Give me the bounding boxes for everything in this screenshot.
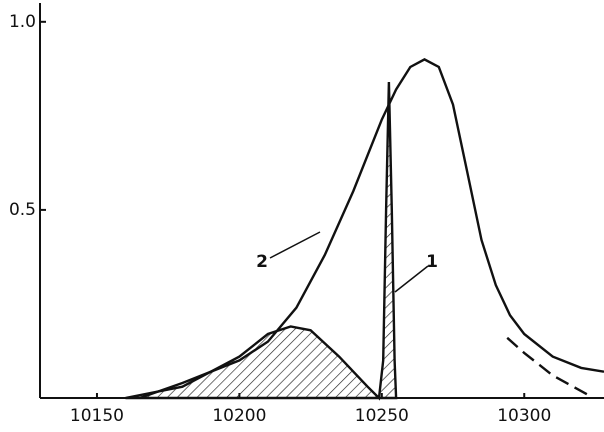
annotation: 1 xyxy=(426,252,438,272)
y-tick-label: 1.0 xyxy=(9,12,36,32)
series-line xyxy=(139,58,604,400)
series-line xyxy=(125,81,398,401)
annotation: 2 xyxy=(256,252,268,272)
x-tick-label: 10250 xyxy=(355,406,409,426)
x-tick-label: 10200 xyxy=(212,406,266,426)
x-tick-label: 10150 xyxy=(70,406,124,426)
annotation-leader xyxy=(394,265,429,293)
annotation-leader xyxy=(269,231,321,259)
x-tick-label: 10300 xyxy=(497,406,551,426)
y-tick-label: 0.5 xyxy=(9,200,36,220)
series-line xyxy=(506,336,588,396)
